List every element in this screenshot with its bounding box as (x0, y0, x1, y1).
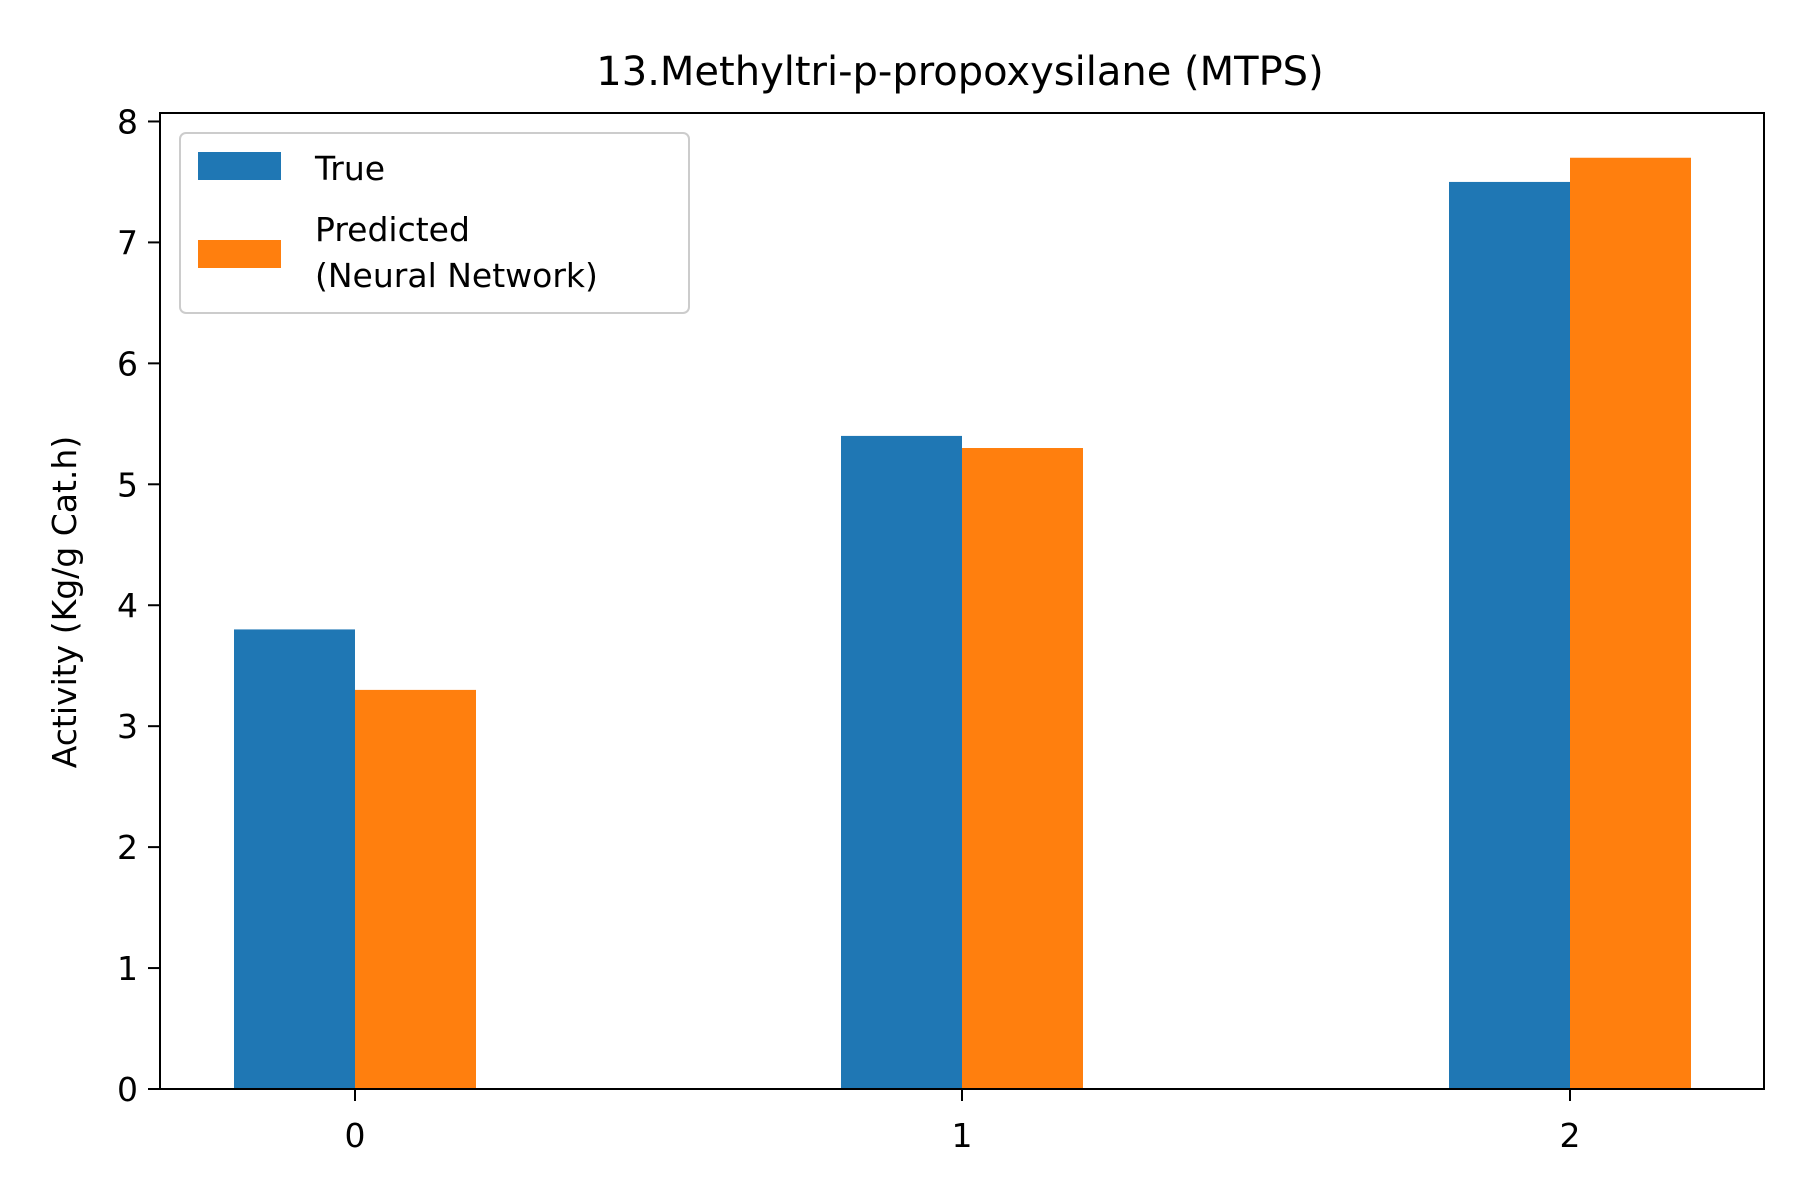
y-tick-label-3: 3 (117, 707, 138, 746)
legend-frame (179, 132, 690, 314)
y-axis-label: Activity (Kg/g Cat.h) (45, 436, 84, 768)
bar-true-0 (234, 629, 355, 1089)
x-tick-label-0: 0 (345, 1116, 366, 1155)
y-tick-label-2: 2 (117, 828, 138, 867)
axes-group: 0 1 2 3 4 5 6 7 8 0 1 2 (117, 102, 1765, 1155)
bar-true-2 (1449, 181, 1570, 1090)
bar-predicted-0 (355, 689, 476, 1089)
y-tick-label-7: 7 (117, 223, 138, 262)
bars-group (234, 157, 1691, 1090)
y-tick-label-4: 4 (117, 586, 138, 625)
legend-label-neural-network: (Neural Network) (315, 256, 598, 295)
chart-title: 13.Methyltri-p-propoxysilane (MTPS) (596, 49, 1323, 95)
legend-swatch-predicted (198, 240, 281, 268)
x-tick-label-1: 1 (952, 1116, 973, 1155)
y-tick-label-8: 8 (117, 102, 138, 141)
y-tick-label-6: 6 (117, 344, 138, 383)
y-tick-label-0: 0 (117, 1070, 138, 1109)
legend-swatch-true (198, 152, 281, 180)
x-tick-label-2: 2 (1560, 1116, 1581, 1155)
legend: True Predicted (Neural Network) (179, 132, 690, 314)
legend-label-predicted: Predicted (315, 210, 470, 249)
legend-label-true: True (314, 149, 385, 188)
bar-true-1 (841, 435, 962, 1089)
bar-predicted-2 (1570, 157, 1691, 1090)
bar-predicted-1 (962, 448, 1083, 1089)
y-tick-label-5: 5 (117, 465, 138, 504)
y-tick-label-1: 1 (117, 949, 138, 988)
